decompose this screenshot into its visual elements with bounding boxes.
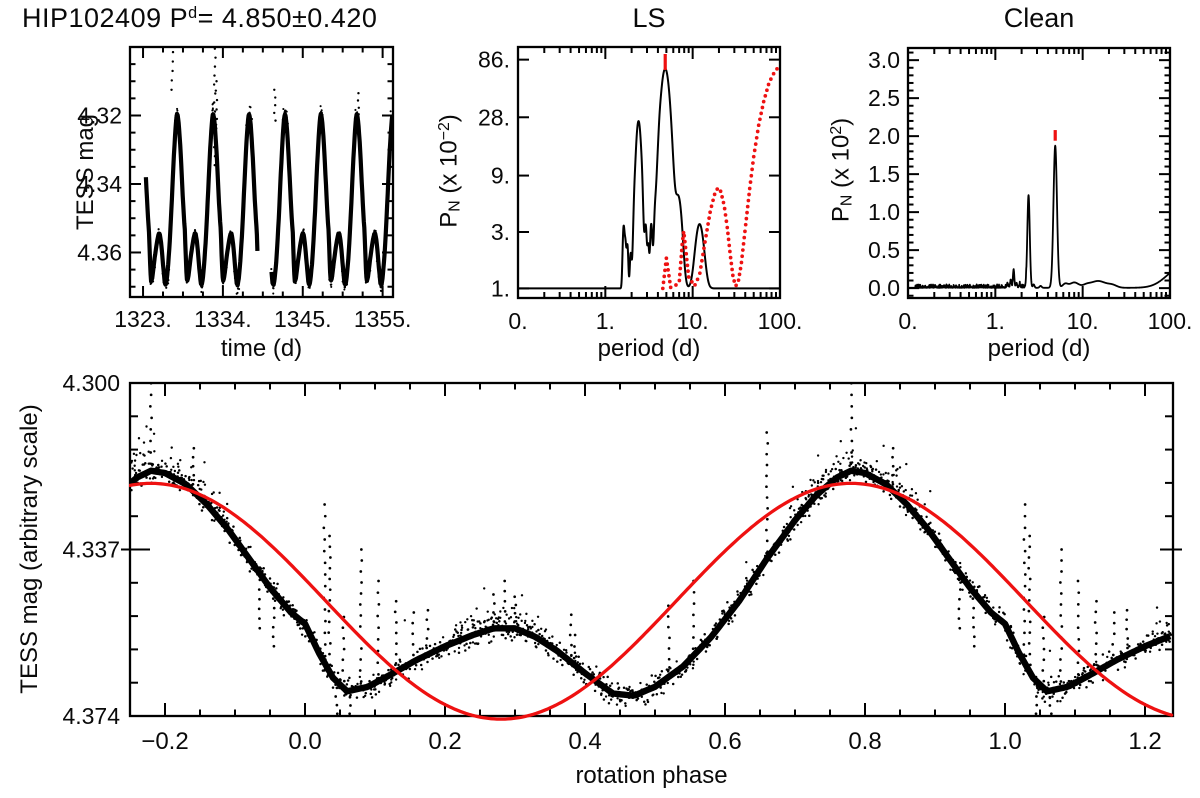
svg-text:1323.: 1323.	[114, 306, 172, 332]
ls-x-axis-label: period (d)	[597, 335, 701, 362]
timeseries-x-axis-label: time (d)	[220, 335, 303, 362]
phased-x-axis-label: rotation phase	[575, 762, 728, 789]
svg-text:1.0: 1.0	[868, 199, 900, 225]
phase-folded-data	[129, 382, 1174, 721]
svg-text:1.: 1.	[596, 308, 615, 334]
svg-text:100.: 100.	[1148, 308, 1193, 334]
svg-text:1.: 1.	[491, 275, 510, 301]
svg-text:3.: 3.	[491, 219, 510, 245]
clean-ylabel-base: P	[827, 206, 855, 223]
clean-data	[907, 144, 1171, 289]
figure-title: HIP102409 Pd= 4.850±0.420	[22, 3, 377, 34]
svg-text:4.300: 4.300	[62, 370, 120, 396]
clean-ylabel-sub: N	[838, 194, 856, 207]
clean-y-axis-label: PN (x 102)	[827, 118, 856, 222]
ls-ylabel-sup: −2	[436, 122, 454, 141]
svg-text:4.337: 4.337	[62, 537, 120, 563]
svg-text:2.5: 2.5	[868, 85, 900, 111]
svg-text:1334.: 1334.	[194, 306, 252, 332]
ls-y-axis-label: PN (x 10−2)	[435, 114, 464, 228]
svg-text:0.4: 0.4	[568, 728, 601, 755]
ls-ylabel-mid: (x 10	[435, 140, 463, 201]
panel-ls-periodogram: 0. 1. 10. 100. 1. 3. 9. 28. 86.	[478, 45, 803, 334]
svg-text:28.: 28.	[478, 104, 510, 130]
svg-text:4.374: 4.374	[62, 703, 120, 729]
svg-text:1.0: 1.0	[988, 728, 1021, 755]
ls-data	[517, 66, 781, 291]
svg-text:4.36: 4.36	[77, 239, 122, 265]
panel-clean-periodogram: 0. 1. 10. 100. 0.0 0.5 1.0 1.5 2.0 2.5 3.0	[868, 46, 1193, 334]
svg-text:4.34: 4.34	[77, 171, 122, 197]
svg-text:10.: 10.	[677, 308, 709, 334]
svg-text:1.2: 1.2	[1128, 728, 1161, 755]
svg-text:1345.: 1345.	[274, 306, 332, 332]
ls-ylabel-end: )	[435, 114, 463, 123]
svg-text:0.8: 0.8	[848, 728, 881, 755]
svg-text:0.5: 0.5	[868, 237, 900, 263]
svg-text:4.32: 4.32	[77, 102, 122, 128]
clean-ylabel-mid: (x 10	[827, 134, 855, 195]
ls-ylabel-sub: N	[446, 200, 464, 212]
figure-title-prefix: HIP102409 P	[22, 3, 189, 33]
svg-text:0.: 0.	[898, 308, 917, 334]
svg-text:0.: 0.	[508, 308, 527, 334]
svg-text:10.: 10.	[1067, 308, 1099, 334]
svg-text:1.5: 1.5	[868, 161, 900, 187]
ls-ylabel-base: P	[435, 211, 463, 228]
clean-ylabel-sup: 2	[828, 125, 846, 135]
figure-title-suffix: = 4.850±0.420	[197, 3, 378, 33]
ls-panel-title: LS	[632, 3, 666, 33]
time-series-data	[143, 47, 394, 295]
clean-x-axis-label: period (d)	[987, 335, 1091, 362]
svg-text:1.: 1.	[986, 308, 1005, 334]
phased-y-axis-label: TESS mag (arbitrary scale)	[16, 404, 43, 694]
svg-text:3.0: 3.0	[868, 47, 900, 73]
svg-text:0.2: 0.2	[428, 728, 461, 755]
timeseries-y-axis-label: TESS mag	[72, 113, 99, 231]
clean-ylabel-end: )	[827, 117, 855, 126]
figure-title-superscript: d	[188, 3, 198, 22]
clean-panel-title: Clean	[1003, 3, 1075, 33]
panel-time-series: 1323. 1334. 1345. 1355. 4.32 4.34 4.36	[77, 45, 412, 332]
svg-text:9.: 9.	[491, 163, 510, 189]
panel-phase-folded: −0.2 0.0 0.2 0.4 0.6 0.8 1.0 1.2 4.300 4.337 4.374	[62, 370, 1182, 755]
svg-text:100.: 100.	[758, 308, 803, 334]
svg-text:86.: 86.	[478, 47, 510, 73]
svg-text:0.6: 0.6	[708, 728, 741, 755]
svg-text:−0.2: −0.2	[141, 728, 188, 755]
svg-text:1355.: 1355.	[354, 306, 412, 332]
svg-text:2.0: 2.0	[868, 123, 900, 149]
svg-text:0.0: 0.0	[288, 728, 321, 755]
svg-text:0.0: 0.0	[868, 275, 900, 301]
